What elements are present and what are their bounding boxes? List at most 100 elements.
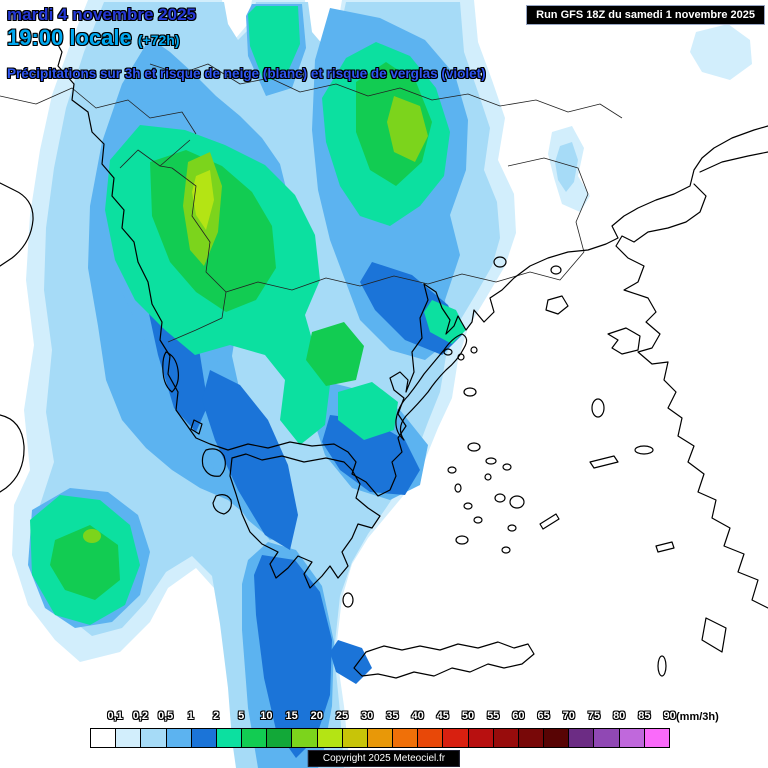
run-info-box: Run GFS 18Z du samedi 1 novembre 2025	[526, 5, 765, 25]
island-sporades	[443, 348, 453, 356]
legend-label: 40	[411, 710, 424, 722]
legend-label: 85	[638, 710, 651, 722]
legend-cell	[91, 729, 117, 747]
island-naxos	[509, 495, 525, 509]
legend-cell	[342, 729, 368, 747]
island-kos	[655, 541, 675, 553]
legend-label: 25	[335, 710, 349, 722]
legend-label: 75	[587, 710, 601, 722]
border-line	[0, 87, 197, 135]
legend-cell	[468, 729, 494, 747]
border-line	[149, 63, 623, 119]
island-tinos	[485, 457, 497, 465]
legend-label: 35	[386, 710, 399, 722]
island-euboea	[395, 333, 468, 441]
island-kefalonia	[201, 448, 226, 477]
precip-blob	[192, 170, 214, 230]
forecast-time-text: 19:00 locale	[7, 25, 132, 50]
coastline-peloponnese	[229, 453, 381, 589]
island-kea	[447, 466, 457, 474]
legend-label: 5	[238, 710, 245, 722]
legend-label: 1	[187, 710, 194, 722]
island-lesbos	[607, 327, 641, 355]
island-crete	[353, 641, 535, 679]
island-karpathos	[657, 655, 667, 677]
coastline-layer	[0, 29, 768, 679]
island-sporades	[457, 353, 465, 361]
legend-label: 60	[512, 710, 525, 722]
border-line	[159, 139, 191, 167]
precip-blob	[330, 640, 372, 684]
island-milos	[455, 535, 469, 545]
island-rhodes	[701, 617, 727, 653]
precip-blob	[248, 6, 300, 82]
forecast-time: 19:00 locale (+72h)	[7, 25, 180, 51]
legend-cell	[317, 729, 343, 747]
island-sporades	[470, 346, 478, 354]
island-chios	[591, 398, 605, 418]
precip-blob	[555, 142, 578, 192]
legend-cell	[191, 729, 217, 747]
island-corfu	[162, 351, 179, 393]
island-paros	[494, 493, 506, 503]
legend-label: 90	[663, 710, 676, 722]
precip-blob	[83, 529, 101, 543]
island-serifos	[463, 502, 473, 510]
island-thasos	[493, 256, 507, 268]
legend-cell	[518, 729, 545, 747]
island-samos	[634, 445, 654, 455]
legend-cell	[166, 729, 192, 747]
forecast-date: mardi 4 novembre 2025	[7, 5, 196, 24]
precip-blob	[254, 555, 332, 758]
legend-cell	[644, 729, 669, 747]
legend-cell	[367, 729, 394, 747]
legend-cell	[141, 729, 167, 747]
forecast-offset: (+72h)	[137, 32, 180, 48]
coastline-italy	[0, 182, 34, 267]
legend-label: 10	[260, 710, 273, 722]
legend-cell	[619, 729, 645, 747]
island-skyros	[463, 387, 477, 397]
legend-cell	[116, 729, 142, 747]
island-ikaria	[589, 455, 619, 469]
legend-label: 2	[212, 710, 220, 722]
legend-label: 45	[436, 710, 449, 722]
legend-cell	[569, 729, 595, 747]
legend-labels: 0,1 0,2 0,5 1 2 5 10 15 20 25 30 35 40 45 50 55 60 65 70 75…	[90, 710, 690, 724]
island-zakynthos	[212, 494, 232, 515]
border-line	[119, 149, 173, 169]
precip-blob	[387, 96, 428, 162]
legend-cell	[267, 729, 293, 747]
legend-cell	[393, 729, 419, 747]
coastline-blacksea	[699, 151, 768, 173]
map-subtitle: Précipitations sur 3h et risque de neige…	[7, 66, 486, 81]
island-samothrace	[550, 265, 562, 275]
island-ios	[507, 524, 517, 532]
precip-blob	[306, 322, 364, 386]
precip-blob	[202, 370, 298, 550]
legend-label: 0,1	[107, 710, 123, 722]
legend-label: 50	[461, 710, 475, 722]
border-layer	[0, 63, 623, 343]
island-limnos	[545, 295, 569, 315]
border-line	[507, 157, 589, 253]
border-line	[167, 167, 227, 343]
island-mykonos	[502, 463, 512, 471]
legend-cell	[594, 729, 620, 747]
coastline-turkey	[615, 183, 768, 609]
legend-label: 15	[285, 710, 298, 722]
island-lefkada	[190, 419, 203, 435]
legend-label: 0,5	[157, 710, 174, 722]
island-kythnos	[454, 483, 462, 493]
island-sifnos	[473, 516, 483, 524]
coastline-italy-heel	[0, 414, 25, 493]
legend-cell	[443, 729, 469, 747]
legend-cell	[418, 729, 444, 747]
legend-label: 0,2	[132, 710, 149, 722]
legend-label: 65	[537, 710, 550, 722]
legend-label: 80	[613, 710, 626, 722]
island-kythera	[342, 592, 354, 608]
legend-cell	[493, 729, 519, 747]
island-syros	[484, 473, 492, 481]
